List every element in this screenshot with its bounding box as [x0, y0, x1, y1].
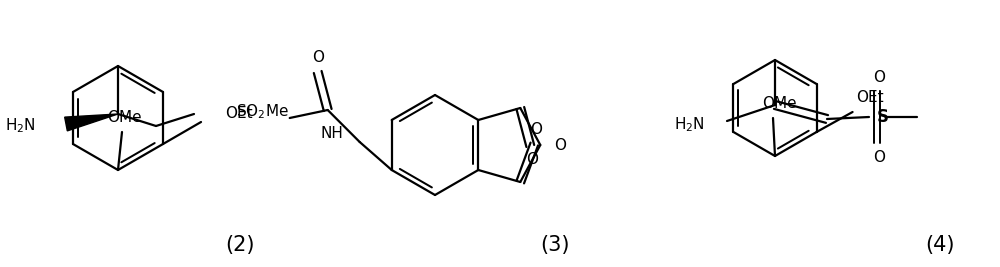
Text: OEt: OEt: [857, 91, 884, 105]
Text: O: O: [554, 138, 566, 152]
Text: NH: NH: [321, 127, 344, 142]
Text: O: O: [873, 150, 885, 164]
Text: O: O: [530, 123, 542, 138]
Text: O: O: [312, 50, 324, 65]
Polygon shape: [65, 114, 118, 131]
Text: O: O: [873, 69, 885, 84]
Text: H$_2$N: H$_2$N: [674, 116, 705, 134]
Text: (2): (2): [225, 235, 255, 255]
Text: SO$_2$Me: SO$_2$Me: [236, 103, 289, 121]
Text: O: O: [526, 152, 538, 167]
Text: OEt: OEt: [225, 107, 253, 121]
Text: OMe: OMe: [107, 111, 141, 125]
Text: (4): (4): [925, 235, 955, 255]
Text: H$_2$N: H$_2$N: [5, 117, 36, 135]
Text: OMe: OMe: [762, 96, 796, 112]
Text: S: S: [877, 108, 889, 126]
Text: (3): (3): [540, 235, 570, 255]
